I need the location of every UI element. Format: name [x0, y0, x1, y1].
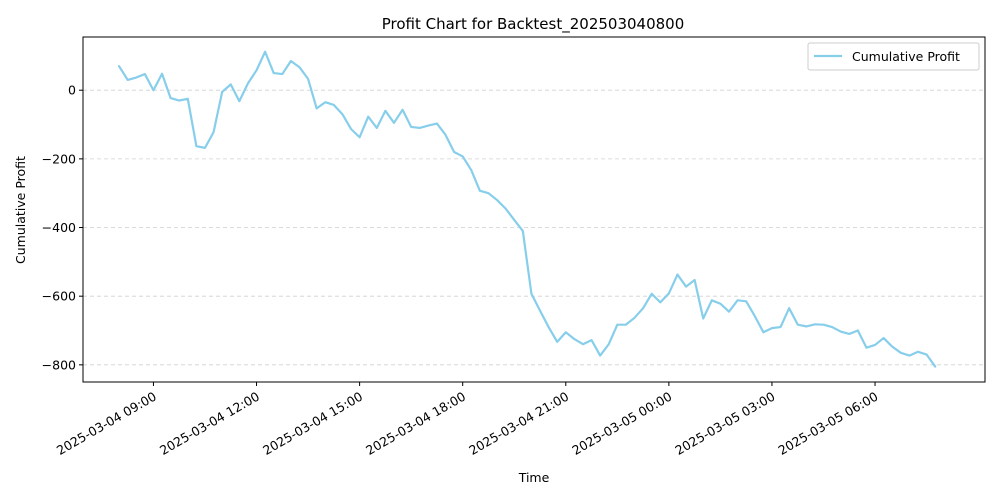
x-tick-label: 2025-03-04 18:00	[363, 389, 468, 458]
x-tick-label: 2025-03-04 12:00	[157, 389, 262, 458]
y-tick-label: −600	[42, 289, 76, 304]
legend: Cumulative Profit	[807, 42, 980, 71]
chart-title: Profit Chart for Backtest_202503040800	[382, 15, 685, 34]
x-tick-label: 2025-03-04 09:00	[54, 389, 159, 458]
x-tick-label: 2025-03-04 15:00	[260, 389, 365, 458]
y-tick-label: −400	[42, 220, 76, 235]
x-tick-label: 2025-03-04 21:00	[466, 389, 571, 458]
x-tick-label: 2025-03-05 03:00	[672, 389, 777, 458]
x-tick-label: 2025-03-05 06:00	[775, 389, 880, 458]
grid-lines	[83, 89, 985, 366]
x-tick-label: 2025-03-05 00:00	[569, 389, 674, 458]
x-axis-label: Time	[518, 470, 550, 485]
y-axis-label: Cumulative Profit	[13, 156, 28, 264]
series-layer	[117, 50, 937, 368]
legend-label-cumulative-profit: Cumulative Profit	[852, 49, 960, 64]
series-line-cumulative-profit	[117, 50, 937, 368]
y-tick-label: −800	[42, 357, 76, 372]
legend-box	[807, 42, 980, 71]
y-tick-label: 0	[68, 83, 76, 98]
plot-area-frame	[82, 36, 986, 383]
y-tick-label: −200	[42, 151, 76, 166]
y-axis: 0 −200 −400 −600 −800	[42, 83, 83, 372]
